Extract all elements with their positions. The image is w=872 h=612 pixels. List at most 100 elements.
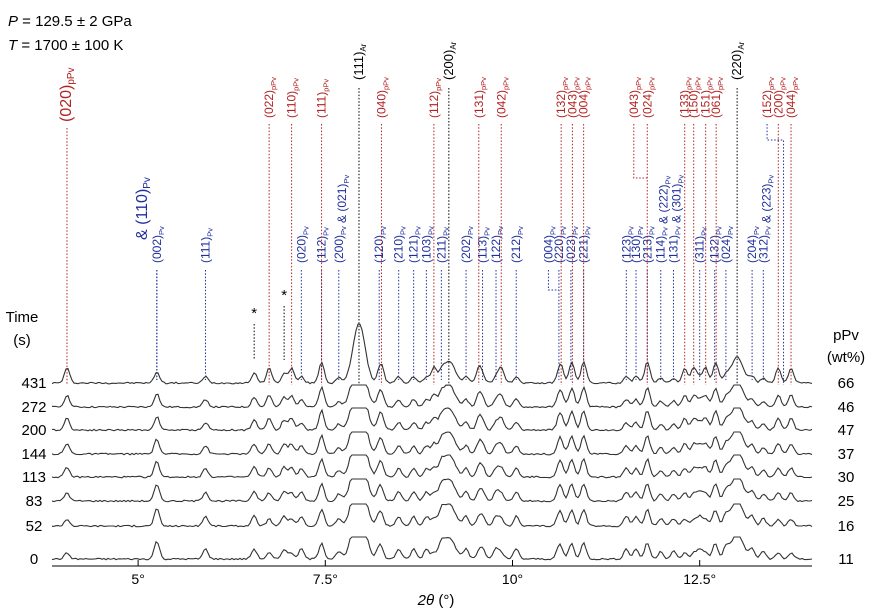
time-labels: Time (s) 431 272 200 144 113 83 52 0 [6, 309, 47, 568]
time-title-line1: Time [6, 309, 39, 326]
experiment-conditions: P = 129.5 ± 2 GPa T = 1700 ± 100 K [8, 13, 132, 54]
asterisk-mark: * [251, 305, 257, 322]
ppv-peak-markers: (020)pPv (022)pPv (110)pPv (111)pPv (040)pPv… [58, 68, 800, 385]
ppv-peak-label: (043)pPv [565, 77, 581, 118]
pv-peak-label: (132)Pv [708, 226, 724, 263]
pv-peak-label: (220)Pv [552, 226, 568, 263]
ppv-peak-label: (042)pPv [494, 77, 510, 118]
pv-peak-label: (131)Pv & (301)Pv [666, 175, 685, 263]
ppv-peak-label: (043)pPv [627, 77, 643, 118]
pv-peak-label: (114)Pv & (222)Pv [654, 176, 673, 263]
pv-peak-label: (020)Pv [294, 226, 310, 263]
ppv-peak-label: (152)pPv [760, 77, 776, 118]
pv-bracket [547, 270, 559, 291]
pressure-label: P = 129.5 ± 2 GPa [8, 13, 132, 30]
ppv-peak-label: (150)pPv [687, 77, 703, 118]
pv-peak-label: (221)Pv [577, 226, 593, 263]
ppv-peak-label: (020)pPv [58, 68, 77, 122]
trace-144s [51, 431, 813, 456]
ppv-label: 37 [838, 446, 855, 463]
pv-peak-label: (212)Pv [509, 226, 525, 263]
ppv-label: 25 [838, 493, 855, 510]
ppv-title-line2: (wt%) [827, 349, 865, 366]
time-label: 0 [30, 551, 38, 568]
pv-peak-label: (004)Pv [541, 226, 557, 263]
ppv-peak-label: (040)pPv [374, 77, 390, 118]
temperature-label: T = 1700 ± 100 K [8, 37, 123, 54]
time-label: 113 [22, 469, 46, 486]
pv-peak-label: (103)Pv [419, 226, 435, 263]
ppv-peak-label: (131)pPv [472, 77, 488, 118]
ppv-peak-label: (132)pPv [554, 77, 570, 118]
ppv-label: 30 [838, 469, 855, 486]
x-tick-label: 10° [502, 571, 523, 587]
ppv-bracket [766, 124, 785, 385]
ar-peak-markers: (111)Ar (200)Ar (220)Ar * * [251, 41, 746, 385]
x-axis: 5° 7.5° 10° 12.5° [52, 560, 812, 587]
time-title-line2: (s) [13, 332, 31, 349]
pv-peak-label: (312)Pv & (223)Pv [756, 175, 775, 263]
ppv-label: 46 [838, 399, 855, 416]
diffraction-traces [51, 323, 813, 561]
pv-peak-label: (024)Pv [719, 226, 735, 263]
ar-peak-label: (111)Ar [351, 43, 368, 80]
ppv-peak-label: (004)pPv [577, 77, 593, 118]
ppv-peak-label: (044)pPv [784, 77, 800, 118]
ppv-peak-label: (112)pPv [427, 78, 443, 118]
x-axis-label: 2θ (°) [417, 592, 455, 609]
time-label: 144 [21, 446, 46, 463]
ppv-label: 11 [838, 551, 854, 568]
pv-peak-label: (111)Pv [198, 228, 214, 263]
trace-431s [51, 323, 813, 385]
pv-peak-label: (023)Pv [564, 226, 580, 263]
trace-83s [51, 478, 813, 503]
pv-peak-label: (213)Pv [640, 226, 656, 263]
time-label: 200 [21, 422, 46, 439]
pv-peak-markers: (002)Pv (111)Pv (020)Pv (112)Pv (120)Pv(210)… [134, 175, 775, 380]
ppv-title-line1: pPv [833, 327, 859, 344]
ppv-peak-label: (022)pPv [262, 77, 278, 118]
pv-peak-label: (210)Pv [392, 226, 408, 263]
ppv-peak-label: (133)pPv [678, 77, 694, 118]
ppv-bracket [633, 124, 648, 179]
pv-peak-label: (112)Pv [315, 227, 331, 263]
pv-peak-label: (204)Pv [745, 226, 761, 263]
ar-peak-label: (220)Ar [729, 41, 746, 80]
pv-peak-label: (202)Pv [459, 226, 475, 263]
pv-peak-label: (123)Pv [619, 226, 635, 263]
trace-272s [51, 384, 813, 409]
ppv-peak-label: (061)pPv [709, 77, 725, 118]
ppv-peak-label: (111)pPv [315, 79, 331, 118]
time-label: 52 [26, 518, 43, 535]
x-tick-label: 5° [131, 571, 144, 587]
pv-peak-label: & (110)Pv [134, 177, 153, 240]
pv-peak-label: (211)Pv [434, 227, 450, 263]
time-label: 272 [21, 399, 46, 416]
ppv-peak-label: (151)pPv [699, 77, 715, 118]
ppv-label: 66 [838, 375, 855, 392]
pv-peak-label: (002)Pv [150, 226, 166, 263]
pv-peak-label: (120)Pv [372, 226, 388, 263]
ppv-label: 47 [838, 422, 855, 439]
trace-200s [51, 407, 813, 432]
ppv-peak-label: (024)pPv [640, 77, 656, 118]
time-label: 431 [21, 375, 46, 392]
ppv-label: 16 [838, 518, 855, 535]
time-label: 83 [26, 493, 43, 510]
trace-113s [51, 454, 813, 479]
trace-0s [51, 536, 813, 561]
x-tick-label: 12.5° [683, 571, 716, 587]
pv-peak-label: (122)Pv [489, 226, 505, 263]
ppv-peak-label: (200)pPv [771, 77, 787, 118]
asterisk-mark: * [281, 287, 287, 304]
trace-52s [52, 503, 813, 528]
pv-peak-label: (121)Pv [407, 226, 423, 263]
x-tick-label: 7.5° [313, 571, 338, 587]
pv-peak-label: (311)Pv [693, 227, 709, 263]
ppv-fraction-labels: pPv (wt%) 66 46 47 37 30 25 16 11 [827, 327, 865, 568]
pv-peak-label: (130)Pv [629, 226, 645, 263]
ppv-peak-label: (110)pPv [285, 78, 301, 118]
ar-peak-label: (200)Ar [441, 41, 458, 80]
pv-peak-label: (200)Pv & (021)Pv [332, 175, 351, 263]
